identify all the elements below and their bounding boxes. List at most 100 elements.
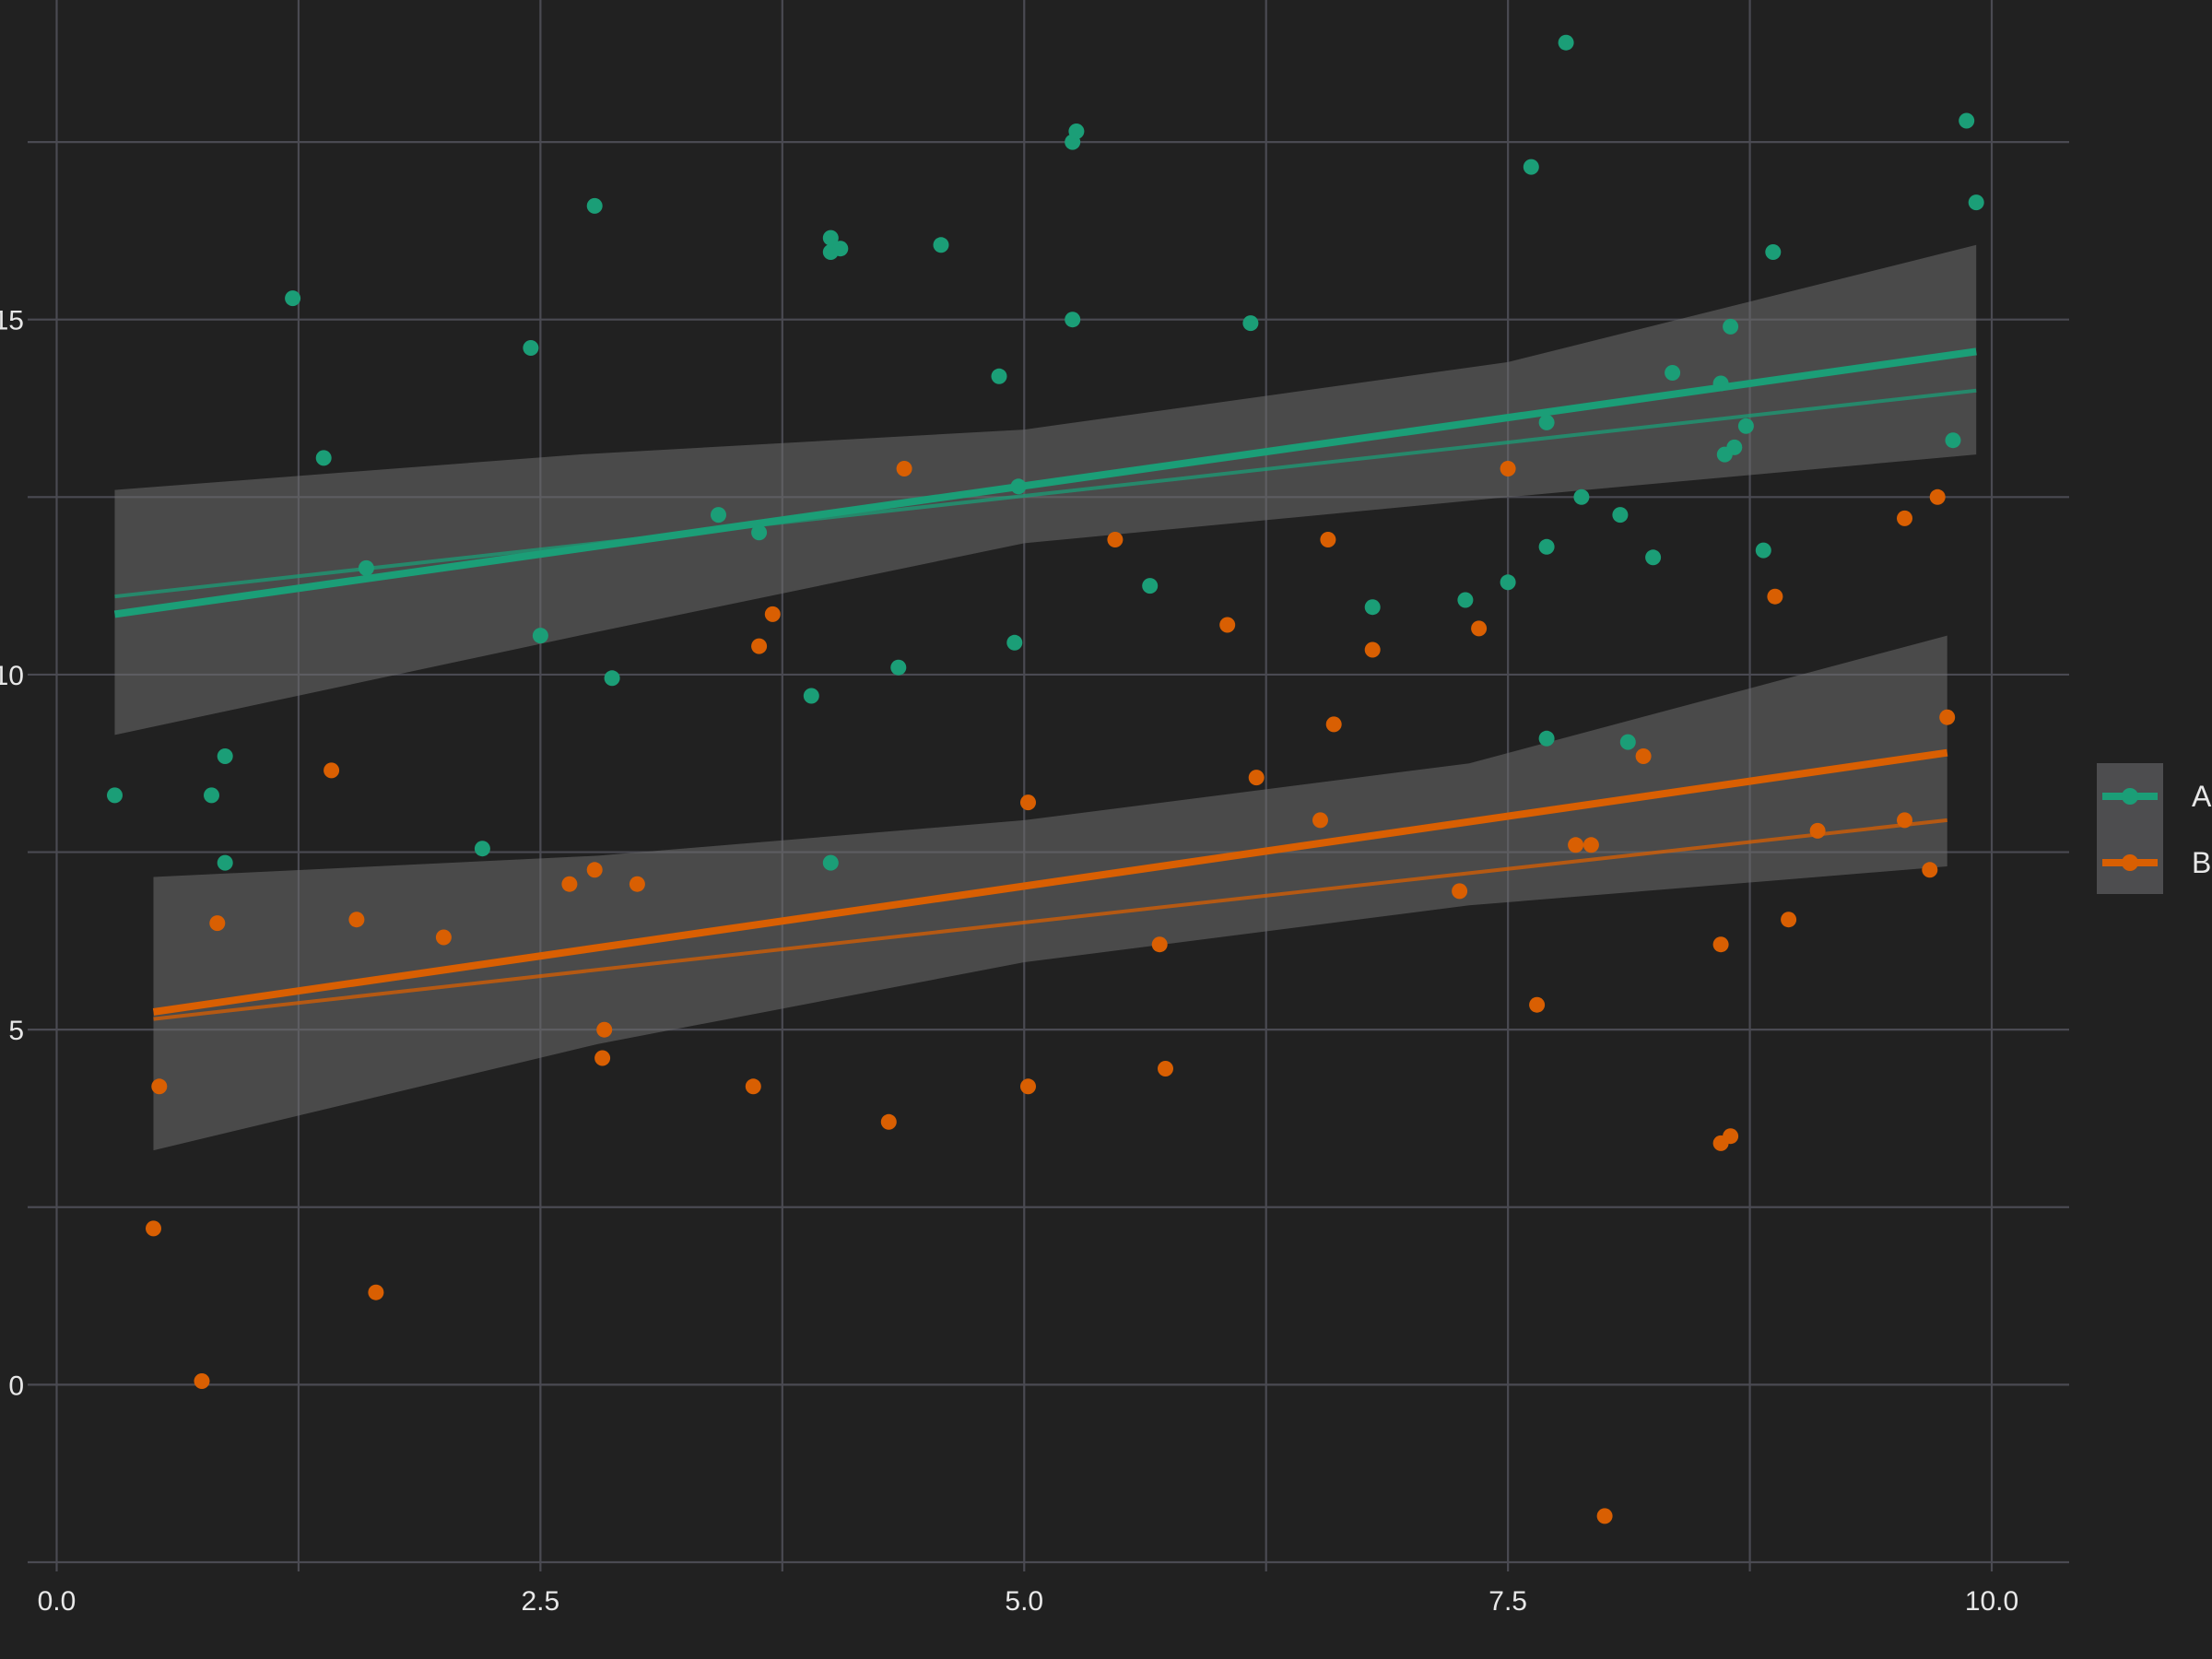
point-A — [1538, 414, 1555, 430]
point-B — [594, 1050, 611, 1066]
point-B — [880, 1113, 897, 1130]
point-B — [1364, 641, 1381, 658]
point-B — [209, 915, 226, 932]
point-A — [474, 841, 490, 857]
x-tick-label: 2.5 — [522, 1586, 560, 1617]
point-B — [1529, 996, 1546, 1013]
fit-lines — [113, 347, 1977, 1021]
point-A — [1712, 375, 1729, 392]
point-B — [194, 1373, 210, 1389]
point-A — [1364, 599, 1381, 616]
x-tick-label: 0.0 — [38, 1586, 76, 1617]
point-A — [751, 524, 768, 541]
point-B — [1312, 812, 1328, 829]
point-B — [1452, 883, 1468, 900]
point-A — [586, 197, 603, 214]
point-B — [596, 1021, 613, 1038]
data-points — [107, 34, 1984, 1524]
point-B — [1020, 1078, 1036, 1095]
point-B — [1781, 912, 1797, 928]
point-B — [1471, 620, 1488, 637]
point-B — [1929, 488, 1946, 505]
point-A — [890, 659, 907, 676]
point-B — [348, 912, 365, 928]
point-B — [1151, 936, 1168, 953]
point-B — [1635, 748, 1652, 764]
point-A — [1068, 124, 1085, 139]
point-A — [991, 368, 1007, 384]
point-A — [1573, 488, 1590, 505]
point-A — [285, 290, 301, 307]
point-A — [1558, 34, 1574, 51]
point-B — [1922, 862, 1938, 878]
point-B — [1568, 837, 1584, 853]
point-A — [1523, 159, 1539, 175]
point-A — [1142, 578, 1159, 594]
legend-key-background — [2097, 763, 2163, 894]
point-A — [1959, 112, 1975, 129]
y-tick-label: 5 — [8, 1016, 24, 1046]
point-B — [1767, 588, 1783, 605]
point-A — [933, 237, 949, 253]
point-B — [764, 606, 781, 622]
point-B — [368, 1284, 384, 1300]
point-A — [315, 450, 332, 466]
legend: AB — [2097, 763, 2212, 894]
point-A — [217, 854, 233, 871]
y-axis-ticks: 0 5 10 15 — [0, 306, 24, 1402]
point-A — [1665, 365, 1681, 381]
confidence-band-B — [153, 635, 1947, 1151]
point-A — [604, 670, 620, 687]
point-A — [523, 340, 539, 356]
point-A — [1723, 318, 1739, 335]
alt-fit-line-A — [114, 388, 1977, 599]
confidence-band-A — [114, 244, 1977, 735]
point-B — [1325, 716, 1342, 733]
point-B — [435, 929, 452, 946]
fit-line-B — [152, 748, 1948, 1016]
alt-fit-line-B — [153, 818, 1947, 1021]
point-B — [146, 1220, 161, 1237]
point-A — [1010, 478, 1027, 495]
point-A — [1726, 439, 1743, 455]
point-B — [629, 876, 645, 892]
y-tick-label: 10 — [0, 661, 24, 691]
x-axis-ticks: 0.0 2.5 5.0 7.5 10.0 — [28, 1560, 2069, 1617]
point-A — [1242, 315, 1259, 332]
point-A — [1945, 432, 1961, 449]
point-B — [1320, 532, 1336, 547]
y-tick-label: 15 — [0, 306, 24, 336]
point-A — [803, 688, 819, 704]
point-A — [1645, 549, 1662, 566]
x-tick-label: 5.0 — [1005, 1586, 1043, 1617]
point-B — [1897, 510, 1912, 526]
point-A — [832, 241, 849, 257]
point-B — [751, 638, 768, 654]
point-A — [1755, 542, 1771, 559]
point-B — [1712, 936, 1729, 953]
point-B — [561, 876, 578, 892]
point-B — [1248, 770, 1265, 786]
point-A — [358, 559, 374, 576]
point-B — [1219, 617, 1236, 633]
point-B — [586, 862, 603, 878]
point-B — [1939, 709, 1956, 725]
point-B — [1723, 1128, 1739, 1145]
fit-line-A — [113, 347, 1977, 618]
point-B — [896, 461, 912, 477]
point-A — [822, 854, 839, 871]
point-B — [1583, 837, 1599, 853]
point-B — [1020, 794, 1036, 811]
legend-label-B: B — [2192, 846, 2211, 879]
point-A — [1737, 418, 1754, 434]
point-A — [532, 628, 548, 644]
point-B — [1158, 1061, 1173, 1077]
x-tick-label: 7.5 — [1488, 1586, 1527, 1617]
point-B — [1596, 1508, 1613, 1524]
point-A — [204, 787, 219, 804]
point-A — [1765, 244, 1782, 260]
point-A — [1612, 507, 1629, 524]
legend-key-point-B — [2122, 854, 2138, 871]
legend-label-A: A — [2192, 780, 2212, 813]
